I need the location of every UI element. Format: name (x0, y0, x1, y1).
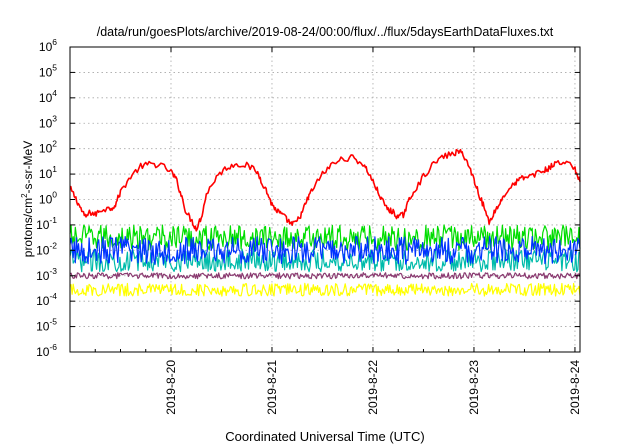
y-tick-exp: -6 (49, 342, 57, 352)
y-tick-base: 10 (36, 269, 50, 283)
grid-lines (70, 47, 580, 352)
y-tick-label: 104 (39, 88, 57, 105)
series-line (69, 282, 581, 297)
y-tick-exp: -5 (49, 317, 57, 327)
y-tick-base: 10 (39, 167, 53, 181)
y-tick-exp: 0 (52, 190, 57, 200)
y-tick-base: 10 (36, 345, 50, 359)
y-tick-label: 101 (39, 164, 57, 181)
y-tick-base: 10 (39, 40, 53, 54)
y-axis-label-main: protons/cm (21, 198, 35, 257)
y-tick-exp: 4 (52, 88, 57, 98)
series-line (69, 148, 581, 232)
y-tick-base: 10 (36, 243, 50, 257)
y-tick-label: 10-6 (36, 342, 57, 359)
y-axis-label-rest: -s-sr-MeV (21, 141, 35, 194)
y-tick-base: 10 (36, 294, 50, 308)
y-tick-base: 10 (36, 218, 50, 232)
x-tick-label: 2019-8-20 (164, 360, 178, 415)
series-line (69, 235, 581, 265)
y-tick-base: 10 (39, 91, 53, 105)
y-tick-label: 10-4 (36, 291, 57, 308)
y-tick-label: 105 (39, 62, 57, 79)
x-axis-label: Coordinated Universal Time (UTC) (225, 429, 424, 444)
y-tick-base: 10 (39, 193, 53, 207)
y-tick-exp: 1 (52, 164, 57, 174)
y-tick-base: 10 (39, 116, 53, 130)
y-tick-exp: -4 (49, 291, 57, 301)
y-tick-label: 102 (39, 139, 57, 156)
y-tick-base: 10 (39, 65, 53, 79)
y-tick-exp: 6 (52, 37, 57, 47)
y-tick-label: 106 (39, 37, 57, 54)
y-tick-base: 10 (36, 320, 50, 334)
x-tick-label: 2019-8-23 (467, 360, 481, 415)
y-tick-label: 10-1 (36, 215, 57, 232)
y-tick-label: 100 (39, 190, 57, 207)
y-tick-base: 10 (39, 142, 53, 156)
chart-title: /data/run/goesPlots/archive/2019-08-24/0… (97, 25, 554, 39)
y-tick-exp: -2 (49, 240, 57, 250)
y-axis-label: protons/cm2-s-sr-MeV (20, 141, 35, 257)
y-axis-label-sup: 2 (20, 193, 29, 198)
x-tick-label: 2019-8-21 (265, 360, 279, 415)
y-tick-label: 10-5 (36, 317, 57, 334)
series-line (69, 272, 581, 280)
axes: 10610510410310210110010-110-210-310-410-… (36, 37, 582, 415)
y-tick-exp: -3 (49, 266, 57, 276)
plot-frame (69, 46, 581, 353)
x-tick-label: 2019-8-24 (568, 360, 582, 415)
y-tick-exp: -1 (49, 215, 57, 225)
x-tick-label: 2019-8-22 (366, 360, 380, 415)
y-tick-label: 103 (39, 113, 57, 130)
y-tick-exp: 5 (52, 62, 57, 72)
y-tick-label: 10-3 (36, 266, 57, 283)
y-tick-exp: 3 (52, 113, 57, 123)
y-tick-label: 10-2 (36, 240, 57, 257)
series-layer (69, 148, 581, 297)
y-tick-exp: 2 (52, 139, 57, 149)
